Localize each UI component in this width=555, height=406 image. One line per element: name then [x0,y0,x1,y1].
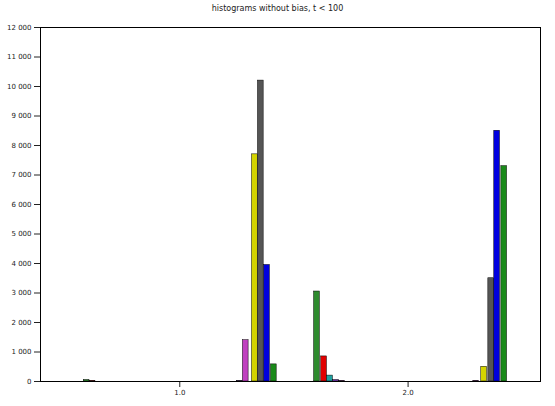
svg-text:1.0: 1.0 [174,389,185,397]
svg-text:12 000: 12 000 [7,24,32,32]
svg-text:3 000: 3 000 [11,289,31,297]
svg-text:6 000: 6 000 [11,201,31,209]
html-text:histograms without bias, t < 1: histograms without bias, t < 100 [211,4,344,13]
svg-text:2.0: 2.0 [403,389,414,397]
svg-text:10 000: 10 000 [7,83,32,91]
svg-text:4 000: 4 000 [11,260,31,268]
svg-text:9 000: 9 000 [11,112,31,120]
svg-text:8 000: 8 000 [11,142,31,150]
svg-text:0: 0 [27,378,31,386]
svg-text:5 000: 5 000 [11,230,31,238]
svg-text:1 000: 1 000 [11,348,31,356]
svg-text:11 000: 11 000 [7,53,32,61]
svg-text:2 000: 2 000 [11,319,31,327]
svg-text:7 000: 7 000 [11,171,31,179]
